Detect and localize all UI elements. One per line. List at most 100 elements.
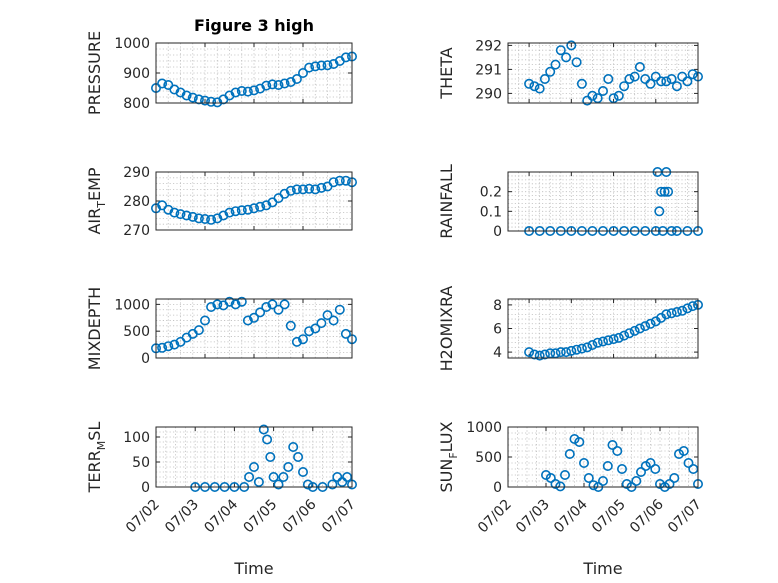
data-point bbox=[285, 185, 296, 196]
y-tick-label: 0 bbox=[493, 480, 502, 496]
data-point bbox=[328, 315, 339, 326]
data-point bbox=[603, 74, 614, 85]
data-point bbox=[340, 52, 351, 63]
data-point bbox=[566, 40, 577, 51]
data-point bbox=[268, 471, 279, 482]
data-point bbox=[291, 184, 302, 195]
data-point bbox=[666, 308, 677, 319]
y-axis-label-0: PRESSURE bbox=[85, 31, 104, 115]
data-point bbox=[255, 307, 266, 318]
data-point bbox=[555, 347, 566, 358]
subplot-mixdepth: 0 500 1000 MIXDEPTH bbox=[85, 287, 357, 370]
data-point bbox=[592, 337, 603, 348]
axes-box bbox=[507, 426, 699, 488]
data-point bbox=[297, 334, 308, 345]
y-tick-label: 8 bbox=[493, 298, 502, 314]
y-tick-label: 1000 bbox=[114, 297, 150, 313]
data-point bbox=[206, 301, 217, 312]
data-point bbox=[612, 445, 623, 456]
data-point bbox=[261, 301, 272, 312]
data-point bbox=[587, 339, 598, 350]
data-point bbox=[682, 76, 693, 87]
x-tick-label: 07/02 bbox=[475, 497, 515, 537]
data-point bbox=[661, 76, 672, 87]
subplot-rainfall: 0 0.1 0.2 RAINFALL bbox=[437, 164, 703, 240]
data-point bbox=[304, 62, 315, 73]
data-point bbox=[291, 336, 302, 347]
data-points bbox=[151, 296, 357, 354]
data-point bbox=[671, 81, 682, 92]
data-point bbox=[613, 332, 624, 343]
subplot-h2omixra: 4 6 8 H2OMIXRA bbox=[437, 286, 703, 371]
data-point bbox=[224, 90, 235, 101]
data-point bbox=[200, 214, 211, 225]
data-point bbox=[249, 203, 260, 214]
y-axis-label-4: MIXDEPTH bbox=[85, 287, 104, 370]
data-point bbox=[597, 86, 608, 97]
data-point bbox=[334, 304, 345, 315]
data-point bbox=[571, 344, 582, 355]
data-point bbox=[249, 312, 260, 323]
data-point bbox=[327, 479, 338, 490]
data-point bbox=[206, 96, 217, 107]
data-point bbox=[583, 472, 594, 483]
data-point bbox=[608, 334, 619, 345]
data-point bbox=[316, 60, 327, 71]
y-tick-label: 500 bbox=[123, 324, 150, 340]
y-tick-label: 50 bbox=[132, 455, 150, 471]
data-point bbox=[273, 80, 284, 91]
data-point bbox=[656, 76, 667, 87]
data-point bbox=[253, 476, 264, 487]
data-point bbox=[654, 206, 665, 217]
data-point bbox=[624, 328, 635, 339]
axes-box bbox=[155, 426, 353, 488]
data-point bbox=[193, 213, 204, 224]
data-point bbox=[169, 339, 180, 350]
data-point bbox=[578, 457, 589, 468]
data-point bbox=[304, 326, 315, 337]
axes-box bbox=[507, 298, 699, 359]
data-point bbox=[249, 85, 260, 96]
data-point bbox=[181, 90, 192, 101]
data-point bbox=[613, 90, 624, 101]
data-point bbox=[242, 86, 253, 97]
data-point bbox=[255, 201, 266, 212]
x-tick-label: 07/04 bbox=[201, 496, 241, 536]
data-point bbox=[588, 480, 599, 491]
data-point bbox=[224, 296, 235, 307]
y-tick-label: 0.2 bbox=[480, 185, 502, 201]
data-point bbox=[564, 448, 575, 459]
data-point bbox=[664, 478, 675, 489]
y-axis-label-6: TERRMSL bbox=[85, 422, 108, 494]
data-point bbox=[334, 175, 345, 186]
data-point bbox=[265, 451, 276, 462]
data-point bbox=[285, 320, 296, 331]
y-tick-label: 0 bbox=[141, 351, 150, 367]
data-point bbox=[283, 461, 294, 472]
data-point bbox=[524, 78, 535, 89]
data-point bbox=[534, 350, 545, 361]
data-point bbox=[212, 97, 223, 108]
data-point bbox=[230, 206, 241, 217]
data-point bbox=[571, 57, 582, 68]
data-point bbox=[212, 213, 223, 224]
data-point bbox=[316, 318, 327, 329]
data-point bbox=[576, 343, 587, 354]
data-point bbox=[262, 434, 273, 445]
data-point bbox=[200, 315, 211, 326]
data-point bbox=[645, 318, 656, 329]
y-tick-label: 0.1 bbox=[480, 204, 502, 220]
data-point bbox=[631, 475, 642, 486]
x-tick-label: 07/06 bbox=[627, 496, 667, 536]
data-point bbox=[555, 481, 566, 492]
y-axis-label-1: THETA bbox=[437, 47, 456, 99]
data-point bbox=[163, 204, 174, 215]
data-point bbox=[340, 175, 351, 186]
axes-box bbox=[155, 171, 353, 231]
data-point bbox=[157, 78, 168, 89]
data-point bbox=[285, 77, 296, 88]
axes-box bbox=[507, 42, 699, 104]
data-point bbox=[561, 52, 572, 63]
data-point bbox=[539, 349, 550, 360]
data-point bbox=[607, 439, 618, 450]
